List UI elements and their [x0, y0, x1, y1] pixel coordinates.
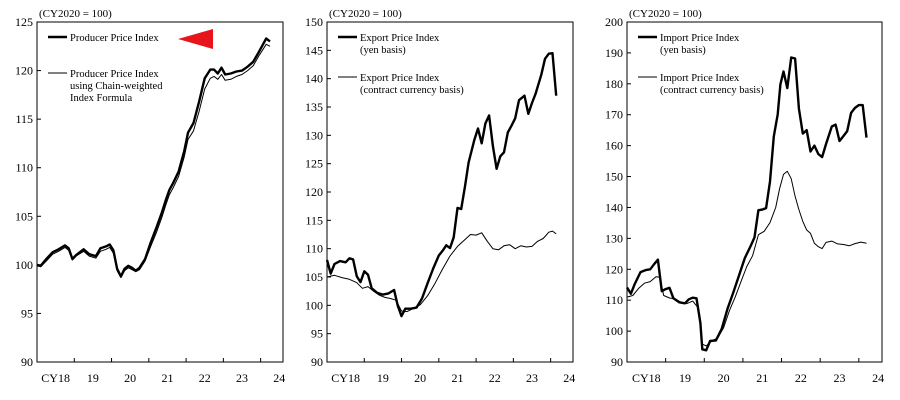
legend-label: (yen basis): [660, 45, 706, 56]
legend-label: Import Price Index: [660, 33, 740, 44]
y-tick-label: 105: [305, 270, 323, 284]
legend-entry-1: Producer Price Index: [48, 33, 159, 44]
y-tick-label: 115: [305, 213, 323, 227]
y-tick-label: 105: [15, 209, 33, 223]
x-tick-label: 24: [872, 371, 884, 385]
y-tick-label: 150: [305, 15, 323, 29]
series-line-1: [325, 52, 558, 318]
x-tick-label: 21: [161, 371, 173, 385]
y-tick-label: 125: [15, 15, 33, 29]
x-tick-label: CY18: [331, 371, 360, 385]
legend-label: using Chain-weighted: [70, 81, 163, 92]
unit-label: (CY2020 = 100): [39, 8, 112, 20]
y-tick-label: 140: [305, 72, 323, 86]
x-tick-label: 21: [451, 371, 463, 385]
x-tick-label: 22: [199, 371, 211, 385]
x-tick-label: CY18: [632, 371, 661, 385]
y-tick-label: 200: [605, 15, 623, 29]
y-tick-label: 100: [15, 258, 33, 272]
y-tick-label: 130: [305, 128, 323, 142]
series-line-1: [625, 56, 868, 352]
y-tick-label: 95: [311, 327, 323, 341]
plot-frame: [36, 21, 284, 363]
y-tick-label: 170: [605, 108, 623, 122]
x-tick-label: 24: [563, 371, 575, 385]
x-tick-label: 20: [124, 371, 136, 385]
x-tick-label: 24: [273, 371, 285, 385]
y-tick-label: 110: [15, 161, 33, 175]
legend-entry-2: Import Price Index(contract currency bas…: [638, 73, 764, 96]
x-tick-label: 20: [718, 371, 730, 385]
legend-label: Import Price Index: [660, 73, 740, 84]
chart-export: (CY2020 = 100) 90 95 100 105 110 115 120 125 130 1…: [305, 8, 575, 385]
x-tick-label: CY18: [41, 371, 70, 385]
legend-label: Export Price Index: [360, 73, 440, 84]
x-tick-label: 19: [679, 371, 691, 385]
y-tick-label: 90: [21, 355, 33, 369]
series-line-2: [36, 43, 271, 278]
y-tick-label: 90: [311, 355, 323, 369]
x-tick-label: 20: [414, 371, 426, 385]
x-tick-label: 23: [834, 371, 846, 385]
y-tick-label: 100: [305, 298, 323, 312]
legend-entry-2: Export Price Index(contract currency bas…: [338, 73, 464, 96]
legend-label: Export Price Index: [360, 33, 440, 44]
red-triangle-pointer-icon: [178, 29, 213, 49]
y-tick-label: 110: [605, 293, 623, 307]
y-tick-label: 115: [15, 112, 33, 126]
y-tick-label: 140: [605, 200, 623, 214]
y-tick-label: 110: [305, 242, 323, 256]
x-tick-label: 19: [377, 371, 389, 385]
legend-label: Producer Price Index: [70, 69, 159, 80]
chart-import: (CY2020 = 100) 90 100 110 120 130 140 150 160 170…: [605, 8, 884, 385]
series-line-2: [626, 170, 867, 347]
y-tick-label: 160: [605, 139, 623, 153]
unit-label: (CY2020 = 100): [329, 8, 402, 20]
legend-entry-1: Import Price Index(yen basis): [638, 33, 740, 56]
y-tick-label: 135: [305, 100, 323, 114]
x-tick-label: 23: [236, 371, 248, 385]
y-tick-label: 125: [305, 157, 323, 171]
x-tick-label: 23: [526, 371, 538, 385]
y-tick-label: 190: [605, 46, 623, 60]
x-tick-label: 22: [795, 371, 807, 385]
y-tick-label: 150: [605, 170, 623, 184]
legend-entry-1: Export Price Index(yen basis): [338, 33, 440, 56]
y-tick-label: 130: [605, 231, 623, 245]
chart-ppi: (CY2020 = 100) 90 95 100 105 110 115 120 125 CY18…: [15, 8, 285, 385]
series-line-1: [36, 37, 271, 278]
unit-label: (CY2020 = 100): [629, 8, 702, 20]
y-tick-label: 180: [605, 77, 623, 91]
y-tick-label: 95: [21, 306, 33, 320]
legend-label: (contract currency basis): [360, 85, 464, 96]
legend-label: Producer Price Index: [70, 33, 159, 44]
legend-label: (contract currency basis): [660, 85, 764, 96]
x-tick-label: 21: [756, 371, 768, 385]
plot-frame: [626, 21, 883, 363]
y-tick-label: 120: [305, 185, 323, 199]
y-tick-label: 120: [605, 262, 623, 276]
legend-label: (yen basis): [360, 45, 406, 56]
y-tick-label: 90: [611, 355, 623, 369]
y-tick-label: 100: [605, 324, 623, 338]
y-tick-label: 145: [305, 43, 323, 57]
legend-label: Index Formula: [70, 93, 132, 104]
series-line-2: [326, 230, 557, 313]
x-tick-label: 22: [489, 371, 501, 385]
y-tick-label: 120: [15, 64, 33, 78]
x-tick-label: 19: [87, 371, 99, 385]
